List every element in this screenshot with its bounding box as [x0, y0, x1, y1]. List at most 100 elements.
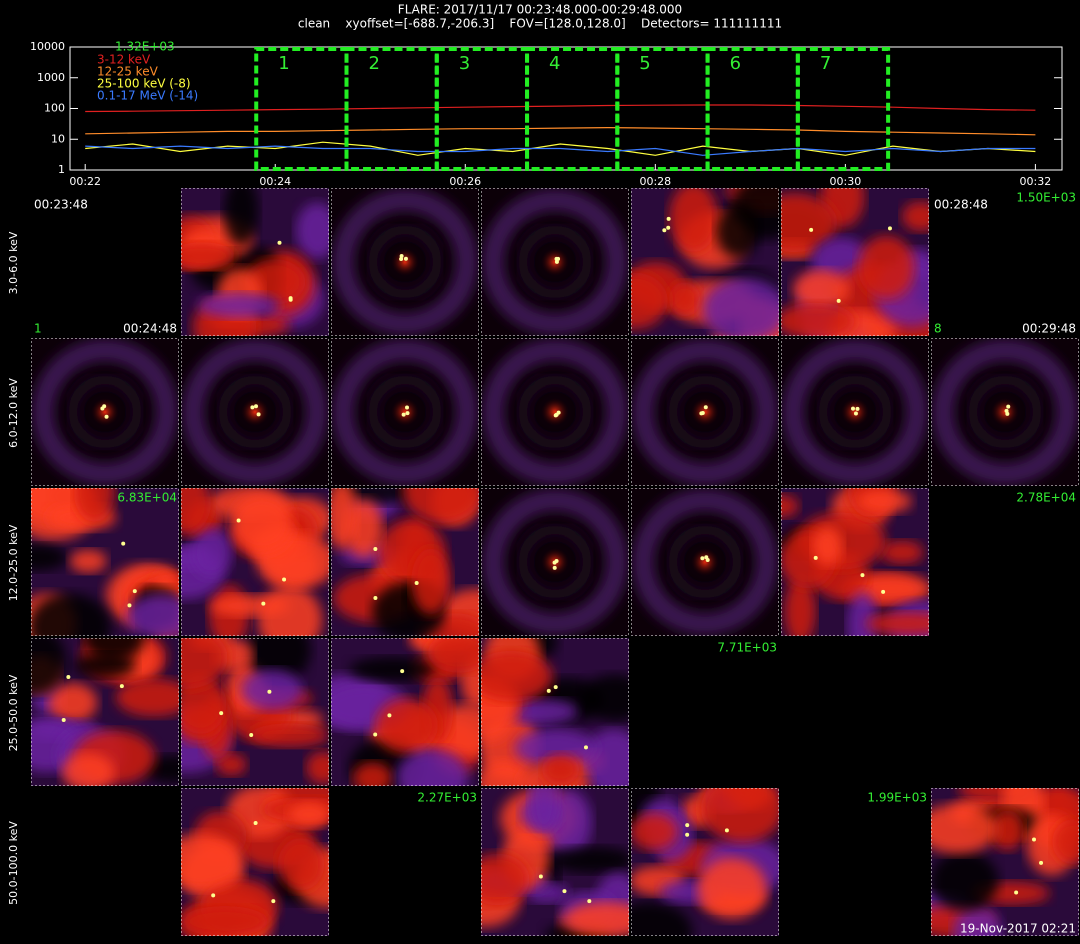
ring [182, 339, 328, 485]
image-panel [631, 488, 779, 636]
blob [528, 788, 560, 834]
image-panel [931, 338, 1079, 486]
source [836, 298, 841, 303]
source [685, 823, 690, 828]
source [399, 254, 404, 259]
panel-frame [31, 338, 179, 486]
panel-annotation: 8 [934, 322, 942, 336]
source [373, 732, 378, 737]
source [562, 889, 567, 894]
source [552, 565, 557, 570]
source [271, 899, 276, 904]
panel-annotation: 1.99E+03 [867, 791, 927, 805]
source [700, 556, 705, 561]
blob [1052, 819, 1079, 865]
blob [395, 749, 469, 786]
ring [368, 225, 442, 299]
blob [669, 188, 718, 253]
source [127, 603, 132, 608]
blob [931, 851, 999, 911]
image-panel [481, 488, 629, 636]
image-panel [181, 788, 329, 936]
image-panel [631, 188, 779, 336]
image-panel [781, 188, 929, 336]
source [249, 732, 254, 737]
panel-annotation: 00:23:48 [34, 198, 88, 212]
blob [781, 302, 855, 336]
image-panel [31, 638, 179, 786]
source [851, 406, 856, 411]
x-tick-label: 00:30 [830, 175, 862, 188]
source [261, 601, 266, 606]
source [554, 259, 559, 264]
blob [181, 488, 211, 535]
ring [218, 375, 292, 449]
source [881, 589, 886, 594]
blob [631, 901, 693, 936]
source [813, 555, 818, 560]
blob [115, 678, 179, 717]
source [100, 406, 105, 411]
row-label: 6.0-12.0 keV [7, 378, 20, 448]
source [256, 412, 261, 417]
blob [223, 188, 259, 246]
source [724, 828, 729, 833]
panel-frame [931, 338, 1079, 486]
source [282, 577, 287, 582]
interval-label: 2 [369, 53, 380, 74]
source [1039, 860, 1044, 865]
blob [181, 675, 227, 734]
panel-frame [781, 188, 929, 336]
ring [668, 525, 742, 599]
blob [126, 594, 179, 636]
panel-frame [181, 638, 329, 786]
interval-label: 7 [820, 53, 831, 74]
panel-frame [631, 338, 779, 486]
panel-frame [481, 188, 629, 336]
panel-frame [181, 188, 329, 336]
source [703, 405, 708, 410]
ring [482, 339, 628, 485]
blob [241, 669, 303, 711]
blob [349, 656, 437, 682]
blob [514, 728, 597, 768]
interval-label: 6 [730, 53, 741, 74]
blob [61, 752, 115, 786]
blob [411, 548, 451, 615]
blob [857, 489, 912, 514]
blob [481, 650, 553, 702]
image-panel [631, 338, 779, 486]
source [387, 713, 392, 718]
panel-annotation: 1.50E+03 [1016, 191, 1076, 205]
image-panel [31, 338, 179, 486]
blob [631, 813, 678, 851]
source [211, 893, 216, 898]
source [666, 216, 671, 221]
source [552, 560, 557, 565]
source [853, 411, 858, 416]
series-line [85, 126, 1036, 136]
blob [190, 527, 233, 578]
blob [631, 272, 668, 329]
ring [482, 189, 628, 335]
blob [73, 652, 136, 678]
row-label: 3.0-6.0 keV [7, 231, 20, 294]
source [400, 669, 405, 674]
source [666, 225, 671, 230]
source [587, 899, 592, 904]
source [267, 689, 272, 694]
ring [632, 489, 778, 635]
blob [403, 488, 479, 523]
subtitle: clean xyoffset=[-688.7,-206.3] FOV=[128.… [298, 17, 782, 31]
blob [31, 638, 67, 696]
ring [968, 375, 1042, 449]
annotation: 1.32E+03 [115, 40, 175, 54]
interval-box [795, 47, 891, 171]
x-tick-label: 00:32 [1020, 175, 1052, 188]
panel-frame [631, 188, 779, 336]
panel-annotation: 2.27E+03 [417, 791, 477, 805]
panel-annotation: 7.71E+03 [717, 641, 777, 655]
blob [901, 201, 929, 232]
blob [851, 574, 929, 604]
